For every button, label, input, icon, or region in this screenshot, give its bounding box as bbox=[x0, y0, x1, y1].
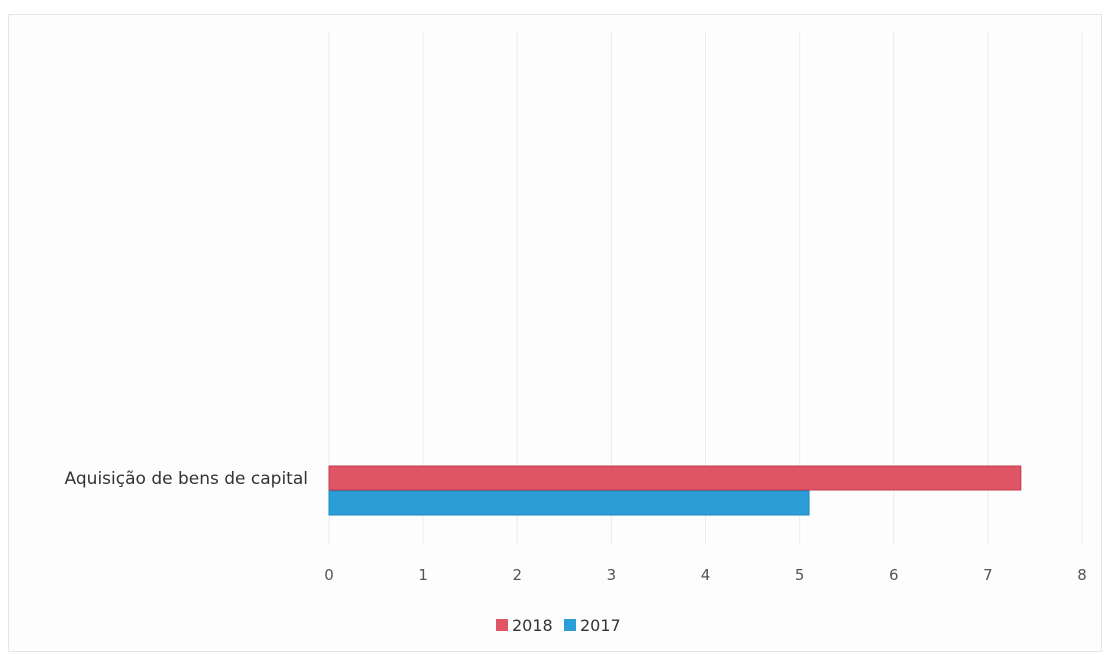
legend-swatch-2017 bbox=[564, 619, 576, 631]
gridlines bbox=[328, 32, 1083, 545]
category-labels: Aquisição de bens de capital bbox=[65, 469, 308, 489]
category-label: Aquisição de bens de capital bbox=[65, 469, 308, 489]
x-axis-ticks: 0 1 2 3 4 5 6 7 8 bbox=[324, 566, 1087, 584]
x-tick-label-1: 1 bbox=[418, 566, 428, 584]
x-tick-label-3: 3 bbox=[607, 566, 617, 584]
bar-2018 bbox=[328, 465, 1022, 491]
legend: 2018 2017 bbox=[496, 616, 621, 635]
legend-label-2017: 2017 bbox=[580, 616, 621, 635]
x-tick-label-5: 5 bbox=[795, 566, 805, 584]
x-tick-label-2: 2 bbox=[512, 566, 522, 584]
legend-label-2018: 2018 bbox=[512, 616, 553, 635]
bar-2017 bbox=[328, 490, 810, 516]
legend-swatch-2018 bbox=[496, 619, 508, 631]
x-tick-label-0: 0 bbox=[324, 566, 334, 584]
x-tick-label-6: 6 bbox=[889, 566, 899, 584]
chart-frame bbox=[8, 14, 1102, 652]
bars bbox=[328, 465, 1022, 516]
x-tick-label-8: 8 bbox=[1077, 566, 1087, 584]
x-tick-label-7: 7 bbox=[983, 566, 993, 584]
x-tick-label-4: 4 bbox=[701, 566, 711, 584]
